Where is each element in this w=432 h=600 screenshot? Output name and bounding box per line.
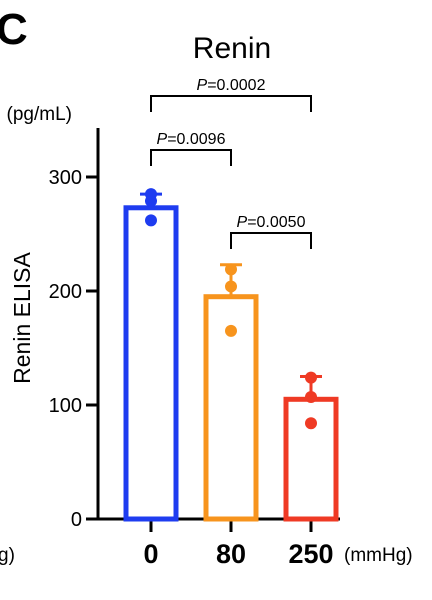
x-unit-label: (mmHg)	[344, 545, 413, 566]
bars	[123, 205, 339, 522]
p-value-label: P=0.0096	[157, 131, 226, 148]
significance-brackets: P=0.0002 P=0.0096 P=0.0050	[150, 77, 312, 249]
x-tick-label-250: 250	[288, 539, 333, 569]
data-point-0	[145, 194, 157, 207]
data-point-80	[225, 324, 237, 337]
bracket-0-2	[150, 95, 312, 112]
data-point-80	[225, 263, 237, 276]
bracket-1-2	[230, 232, 312, 249]
x-tick-label-80: 80	[216, 539, 246, 569]
y-tick-label: 200	[49, 281, 82, 303]
y-tick-label: 0	[71, 509, 82, 531]
p-value-label: P=0.0050	[237, 214, 306, 231]
y-tick-label: 100	[49, 395, 82, 417]
bracket-0-1	[150, 149, 232, 166]
data-point-0	[145, 214, 157, 227]
panel-label: C	[0, 5, 28, 54]
data-point-80	[225, 280, 237, 293]
bar-0	[123, 205, 179, 522]
data-point-250	[305, 371, 317, 384]
y-unit-label: (pg/mL)	[7, 104, 72, 125]
x-tick-label-0: 0	[143, 539, 158, 569]
y-tick-label: 300	[49, 167, 82, 189]
y-axis-label: Renin ELISA	[9, 252, 35, 384]
data-points	[145, 188, 317, 430]
p-value-label: P=0.0002	[197, 77, 266, 94]
axes: 0 100 200 300 0 80 250	[49, 128, 340, 569]
left-edge-fragment: g)	[0, 545, 15, 566]
chart-title: Renin	[193, 32, 271, 65]
data-point-250	[305, 391, 317, 404]
data-point-250	[305, 417, 317, 430]
